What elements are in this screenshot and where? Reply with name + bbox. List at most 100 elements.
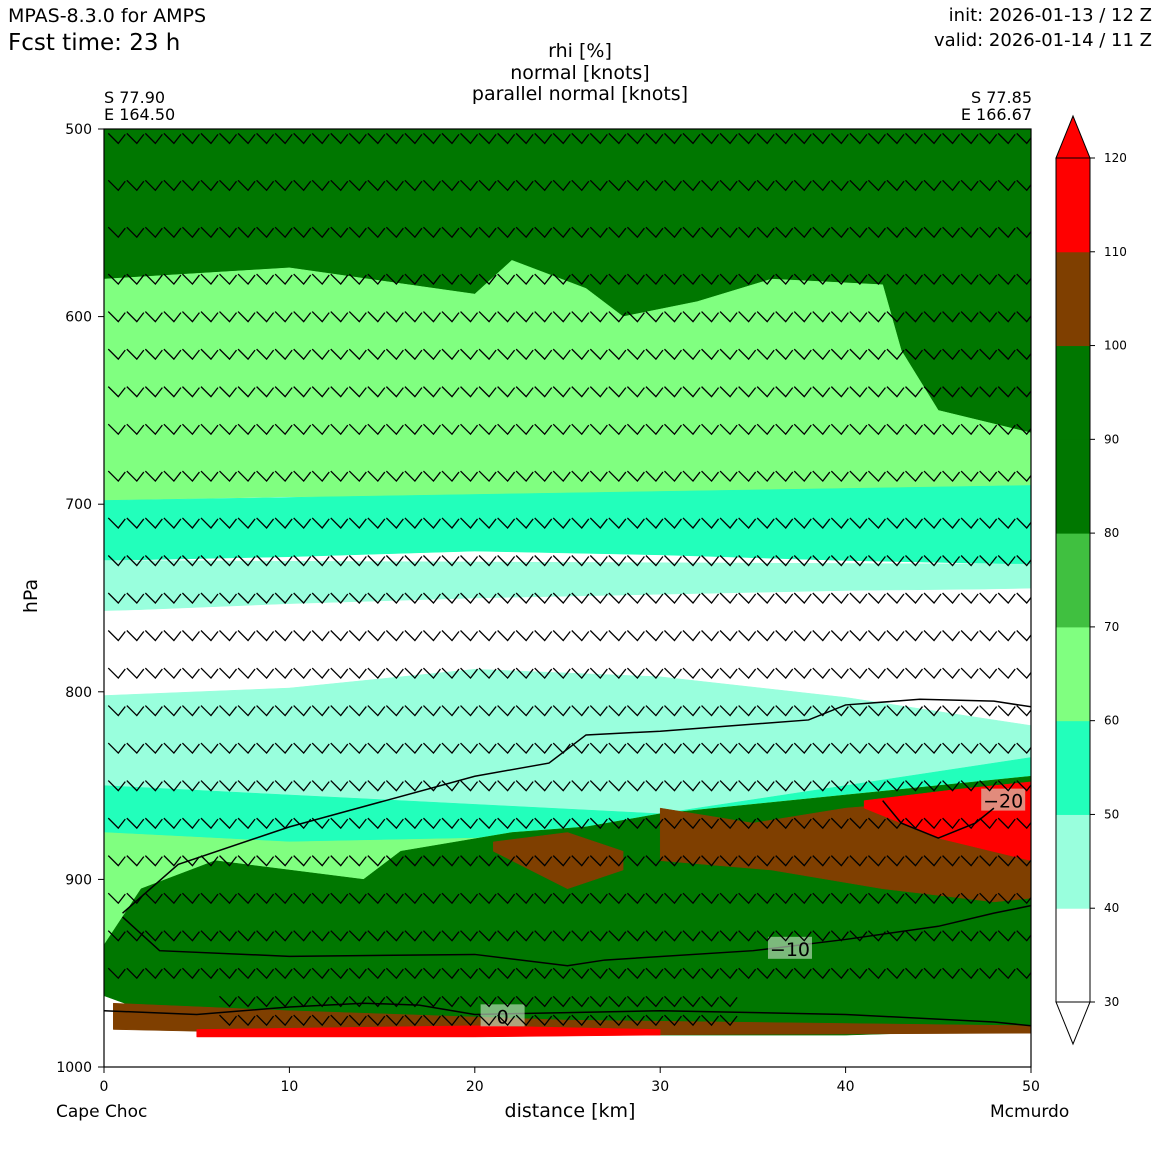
wind-barb-758 xyxy=(256,742,275,755)
wind-barb-829 xyxy=(645,780,664,792)
wind-barb-298 xyxy=(997,348,1016,361)
wind-barb-249 xyxy=(1016,311,1031,323)
wind-barb-73 xyxy=(534,179,553,192)
wind-barb-1040 xyxy=(849,930,868,942)
wind-barb-525 xyxy=(571,555,590,567)
wind-barb-491 xyxy=(867,517,886,529)
wind-barb-522 xyxy=(515,555,534,567)
wind-barb-1038 xyxy=(812,930,831,942)
wind-barb-560 xyxy=(293,592,312,604)
wind-barb-1001 xyxy=(126,930,145,942)
wind-barb-471 xyxy=(497,517,516,529)
wind-barb-702 xyxy=(144,705,163,717)
wind-barb-682 xyxy=(701,667,720,680)
wind-barb-840 xyxy=(849,780,868,792)
wind-barb-1085 xyxy=(756,967,775,980)
wind-barb-155 xyxy=(200,273,219,286)
wind-barb-1121 xyxy=(608,995,627,1008)
wind-barb-1002 xyxy=(144,930,163,942)
wind-barb-506 xyxy=(219,555,238,567)
wind-barb-689 xyxy=(830,667,849,680)
wind-barb-1004 xyxy=(181,930,200,942)
wind-barb-1106 xyxy=(330,995,349,1008)
wind-barb-600 xyxy=(107,630,126,642)
wind-barb-634 xyxy=(738,630,757,642)
wind-barb-332 xyxy=(701,386,720,398)
wind-barb-311 xyxy=(311,386,330,398)
wind-barb-1112 xyxy=(441,995,460,1008)
wind-barb-475 xyxy=(571,517,590,529)
wind-barb-897 xyxy=(979,817,998,830)
colorbar-band-4 xyxy=(1056,533,1090,628)
wind-barb-511 xyxy=(311,555,330,567)
wind-barb-591 xyxy=(867,592,886,604)
wind-barb-838 xyxy=(812,780,831,792)
wind-barb-140 xyxy=(849,226,868,239)
wind-barb-117 xyxy=(422,226,441,239)
wind-barb-289 xyxy=(830,348,849,361)
wind-barb-456 xyxy=(219,517,238,529)
wind-barb-930 xyxy=(664,855,682,867)
colorbar-band-8 xyxy=(1056,158,1090,253)
wind-barb-40 xyxy=(849,132,868,145)
wind-barb-597 xyxy=(979,592,998,604)
wind-barb-52 xyxy=(144,179,163,192)
wind-barb-664 xyxy=(367,667,386,680)
wind-barb-663 xyxy=(348,667,367,680)
wind-barb-684 xyxy=(738,667,757,680)
wind-barb-432 xyxy=(701,470,720,483)
wind-barb-932 xyxy=(701,855,720,867)
wind-barb-1011 xyxy=(311,930,330,942)
wind-barb-18 xyxy=(441,132,460,145)
wind-barb-715 xyxy=(385,705,404,717)
colorbar-tick-label-8: 110 xyxy=(1104,245,1127,259)
wind-barb-220 xyxy=(478,311,497,323)
wind-barb-879 xyxy=(645,817,664,830)
wind-barb-89 xyxy=(830,179,849,192)
wind-barb-305 xyxy=(200,386,219,398)
wind-barb-351 xyxy=(126,423,145,436)
wind-barb-1155 xyxy=(719,1014,738,1027)
wind-barb-779 xyxy=(645,742,664,755)
wind-barb-721 xyxy=(497,705,516,717)
wind-barb-71 xyxy=(497,179,516,192)
x-tick-label-5: 50 xyxy=(1022,1079,1040,1095)
wind-barb-935 xyxy=(756,855,775,867)
wind-barb-187 xyxy=(793,273,812,286)
wind-barb-1146 xyxy=(552,1014,571,1027)
wind-barb-243 xyxy=(905,311,924,323)
wind-barb-628 xyxy=(626,630,645,642)
wind-barb-745 xyxy=(942,705,961,717)
wind-barb-1047 xyxy=(979,930,998,942)
wind-barb-797 xyxy=(979,742,998,755)
wind-barb-885 xyxy=(756,817,775,830)
wind-barb-851 xyxy=(126,817,145,830)
wind-barb-704 xyxy=(181,705,200,717)
wind-barb-413 xyxy=(348,470,367,483)
wind-barb-787 xyxy=(793,742,812,755)
wind-barb-606 xyxy=(219,630,238,642)
wind-barb-1145 xyxy=(534,1014,553,1027)
wind-barb-22 xyxy=(515,132,534,145)
wind-barb-131 xyxy=(682,226,701,239)
wind-barb-698 xyxy=(997,667,1016,680)
wind-barb-1061 xyxy=(311,967,330,980)
wind-barb-404 xyxy=(181,470,200,483)
wind-barb-536 xyxy=(775,555,794,567)
wind-barb-962 xyxy=(330,892,349,905)
wind-barb-1113 xyxy=(460,995,479,1008)
wind-barb-302 xyxy=(144,386,163,398)
wind-barb-508 xyxy=(256,555,275,567)
wind-barb-304 xyxy=(181,386,200,398)
wind-barb-1051 xyxy=(126,967,145,980)
wind-barb-378 xyxy=(626,423,645,436)
wind-barb-751 xyxy=(126,742,145,755)
wind-barb-523 xyxy=(534,555,553,567)
wind-barb-307 xyxy=(237,386,256,398)
wind-barb-44 xyxy=(923,132,942,145)
wind-barb-938 xyxy=(812,855,831,867)
wind-barb-120 xyxy=(478,226,497,239)
wind-barb-735 xyxy=(756,705,775,717)
wind-barb-933 xyxy=(719,855,738,867)
wind-barb-119 xyxy=(460,226,479,239)
